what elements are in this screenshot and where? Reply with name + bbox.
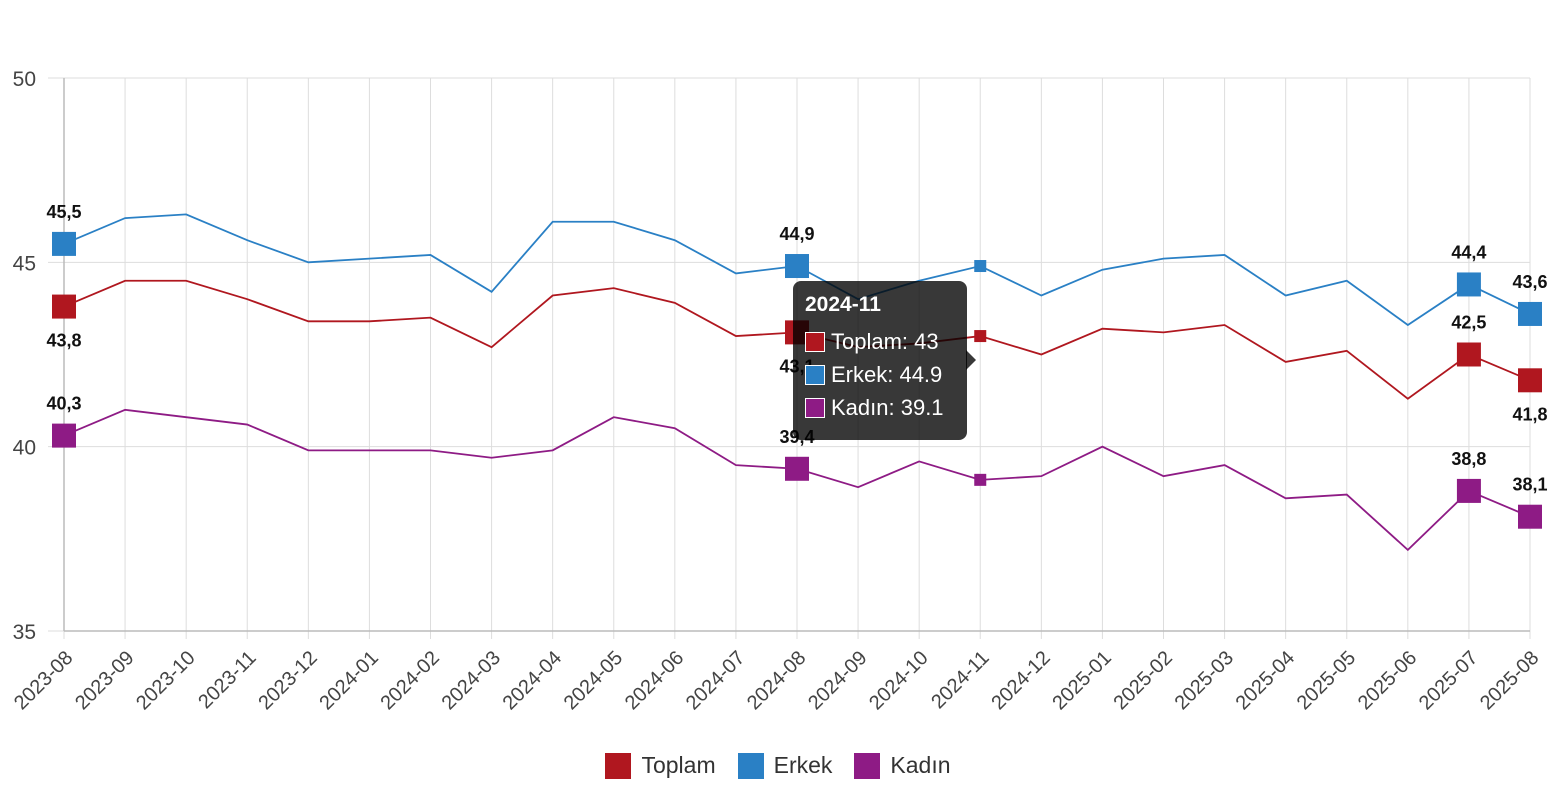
x-tick-label: 2024-06	[621, 647, 688, 714]
y-tick-label: 50	[13, 68, 36, 91]
y-tick-label: 35	[13, 621, 36, 644]
legend-swatch-kadin	[854, 752, 881, 779]
tooltip-row-erkek: Erkek: 44.9	[805, 358, 955, 391]
data-label: 44,9	[779, 224, 814, 244]
hover-point-marker	[974, 260, 987, 273]
data-label: 38,1	[1512, 475, 1547, 495]
x-tick-label: 2024-09	[804, 647, 871, 714]
data-point-marker	[1518, 504, 1542, 529]
x-tick-label: 2024-04	[499, 647, 566, 714]
tooltip-row-toplam: Toplam: 43	[805, 325, 955, 358]
x-tick-label: 2024-10	[865, 647, 932, 714]
data-point-marker	[52, 423, 76, 448]
legend: Toplam Erkek Kadın	[0, 752, 1556, 779]
data-point-marker	[1518, 301, 1542, 326]
data-label: 38,8	[1451, 449, 1486, 469]
x-tick-label: 2024-08	[743, 647, 810, 714]
data-label: 40,3	[46, 394, 81, 414]
tooltip-caret	[966, 350, 976, 370]
tooltip-title: 2024-11	[805, 293, 881, 316]
data-point-marker	[52, 294, 76, 319]
x-tick-label: 2025-04	[1232, 647, 1299, 714]
x-tick-label: 2024-03	[438, 647, 505, 714]
tooltip-swatch	[805, 364, 825, 385]
data-point-marker	[1456, 272, 1481, 297]
data-label: 45,5	[46, 202, 81, 222]
tooltip-swatch	[805, 397, 825, 418]
tooltip-row-label: Kadın: 39.1	[831, 394, 944, 420]
tooltip-swatch	[805, 331, 825, 352]
x-tick-label: 2024-07	[682, 647, 749, 714]
x-tick-label: 2025-02	[1109, 647, 1176, 714]
data-point-marker	[1518, 368, 1542, 393]
data-label: 41,8	[1512, 404, 1547, 424]
x-tick-label: 2023-11	[194, 647, 260, 713]
x-tick-label: 2023-09	[71, 647, 138, 714]
x-tick-label: 2025-05	[1293, 647, 1360, 714]
legend-item-toplam[interactable]: Toplam	[605, 752, 716, 779]
hover-point-marker	[974, 473, 987, 486]
legend-label: Erkek	[773, 752, 833, 778]
data-point-marker	[785, 254, 809, 279]
hover-point-marker	[974, 330, 987, 343]
y-tick-label: 40	[13, 437, 36, 460]
data-label: 43,8	[46, 331, 81, 351]
x-tick-label: 2025-08	[1476, 647, 1543, 714]
data-label: 42,5	[1451, 313, 1486, 333]
x-tick-label: 2024-01	[315, 647, 382, 714]
legend-label: Kadın	[890, 752, 951, 778]
x-tick-label: 2024-02	[376, 647, 443, 714]
legend-item-erkek[interactable]: Erkek	[737, 752, 833, 779]
data-label: 43,6	[1512, 272, 1547, 292]
x-tick-label: 2025-03	[1171, 647, 1238, 714]
x-tick-label: 2025-06	[1354, 647, 1421, 714]
x-tick-label: 2023-10	[132, 647, 199, 714]
x-tick-label: 2024-11	[927, 647, 993, 713]
data-point-marker	[52, 231, 76, 256]
x-tick-label: 2023-12	[254, 647, 321, 714]
tooltip-row-label: Toplam: 43	[831, 328, 939, 354]
tooltip: 2024-11 Toplam: 43 Erkek: 44.9 Kadın: 39…	[793, 281, 967, 440]
x-axis-ticks: 2023-082023-092023-102023-112023-122024-…	[10, 647, 1543, 714]
y-axis-ticks: 35 40 45 50	[13, 68, 36, 644]
data-label: 44,4	[1451, 242, 1486, 262]
legend-label: Toplam	[641, 752, 716, 778]
y-tick-label: 45	[13, 252, 36, 275]
data-point-marker	[1456, 342, 1481, 367]
legend-swatch-toplam	[605, 752, 632, 779]
legend-item-kadin[interactable]: Kadın	[854, 752, 951, 779]
data-point-marker	[1456, 478, 1481, 503]
x-tick-label: 2025-01	[1048, 647, 1115, 714]
tooltip-row-kadin: Kadın: 39.1	[805, 391, 955, 424]
data-point-marker	[785, 456, 809, 481]
x-tick-label: 2024-05	[560, 647, 627, 714]
tooltip-row-label: Erkek: 44.9	[831, 361, 943, 387]
legend-swatch-erkek	[737, 752, 764, 779]
x-tick-label: 2023-08	[10, 647, 77, 714]
x-tick-label: 2024-12	[987, 647, 1054, 714]
x-tick-label: 2025-07	[1415, 647, 1482, 714]
